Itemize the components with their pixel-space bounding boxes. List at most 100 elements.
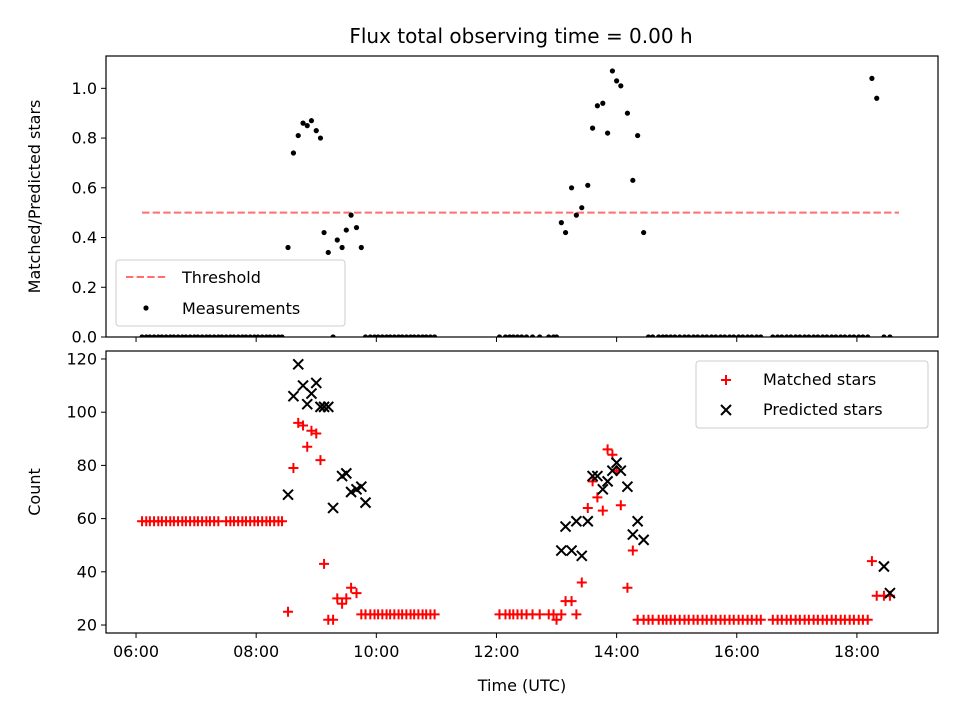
matched-star-point [277,516,288,527]
measurement-point [793,334,799,337]
matched-star-point [592,492,603,503]
matched-star-point [627,545,638,556]
measurement-point [339,244,345,251]
measurement-point [881,334,887,337]
predicted-star-point [586,470,599,482]
measurement-point [379,334,385,337]
matched-star-point [571,609,582,620]
predicted-star-point [559,520,572,533]
measurement-point [362,334,369,337]
measurement-point [865,334,871,337]
measurement-point [391,334,397,337]
measurement-point [562,229,569,236]
measurement-point [663,334,670,337]
measurement-point [740,334,746,337]
matched-star-point [582,502,593,513]
measurement-point [235,334,241,337]
measurement-point [788,334,794,337]
measurement-point [860,334,866,337]
predicted-star-point [591,470,604,482]
x-tick-label: 16:00 [714,642,760,661]
predicted-star-point [310,377,322,389]
matched-star-point [551,614,562,625]
matched-star-point [755,614,766,625]
measurement-point [411,334,417,337]
plot-area [139,68,899,337]
measurement-point [589,125,596,131]
predicted-star-point [301,398,313,410]
predicted-star-point [287,390,300,402]
measurement-point [195,334,201,337]
legend-matched-swatch [721,375,731,385]
legend: Threshold Measurements [115,259,346,327]
legend-measurements-swatch [143,305,149,311]
measurement-point [537,334,543,337]
plot-area [137,358,896,625]
axes-frame [105,55,939,338]
measurement-point [618,83,624,89]
measurement-point [672,334,678,337]
measurement-point [887,334,893,337]
y-tick-label: 100 [66,403,97,422]
measurement-point [348,212,354,218]
matched-star-point [597,505,608,516]
measurement-point [824,334,830,337]
x-tick-label: 10:00 [353,642,399,661]
x-tick-label: 12:00 [473,642,519,661]
measurement-point [641,229,647,236]
legend-measurements-label: Measurements [182,299,300,318]
measurement-point [399,334,405,337]
measurement-point [147,334,153,337]
measurement-point [139,334,145,337]
measurement-point [183,334,189,337]
predicted-star-point [292,358,304,371]
measurement-point [553,334,560,337]
measurement-point [304,123,310,129]
measurement-point [717,334,724,337]
x-tick-label: 06:00 [113,642,159,661]
measurement-point [802,334,808,337]
measurement-point [797,334,803,337]
matched-star-point [862,614,873,625]
measurement-point [151,334,157,337]
measurement-point [609,68,616,74]
matched-star-point [319,558,330,569]
matched-star-point [346,582,357,593]
matched-star-point [602,444,613,455]
measurement-point [585,182,591,188]
measurement-point [573,212,579,218]
top-panel-ratio: 0.0 0.2 0.4 0.6 0.8 1.0 Matched/Predicted star… [25,55,939,347]
legend-matched-label: Matched stars [763,370,876,389]
measurement-point [650,334,656,337]
matched-star-point [556,609,567,620]
predicted-star-point [282,488,294,501]
measurement-point [187,334,193,337]
matched-star-point [429,609,440,620]
measurement-point [820,334,826,337]
measurement-point [600,100,606,106]
series-x [282,358,896,599]
measurement-point [431,334,438,337]
predicted-star-point [582,515,594,527]
matched-star-point [866,556,877,567]
measurement-point [529,334,536,337]
measurement-point [605,130,611,136]
predicted-star-point [621,480,634,493]
matched-star-point [566,596,577,607]
legend-predicted-label: Predicted stars [763,400,883,419]
measurement-point [290,150,297,156]
measurement-point [695,334,701,337]
measurement-point [624,110,631,116]
measurement-point [510,334,516,337]
matched-star-point [288,463,299,474]
measurement-point [300,120,306,126]
measurement-point [502,334,509,337]
y-tick-label: 0.8 [72,129,97,148]
measurement-point [163,334,169,337]
predicted-star-point [576,550,588,562]
matched-star-point [332,593,343,604]
measurement-point [735,334,742,337]
x-tick-label: 08:00 [233,642,279,661]
measurement-point [353,224,360,231]
predicted-star-point [606,465,619,477]
